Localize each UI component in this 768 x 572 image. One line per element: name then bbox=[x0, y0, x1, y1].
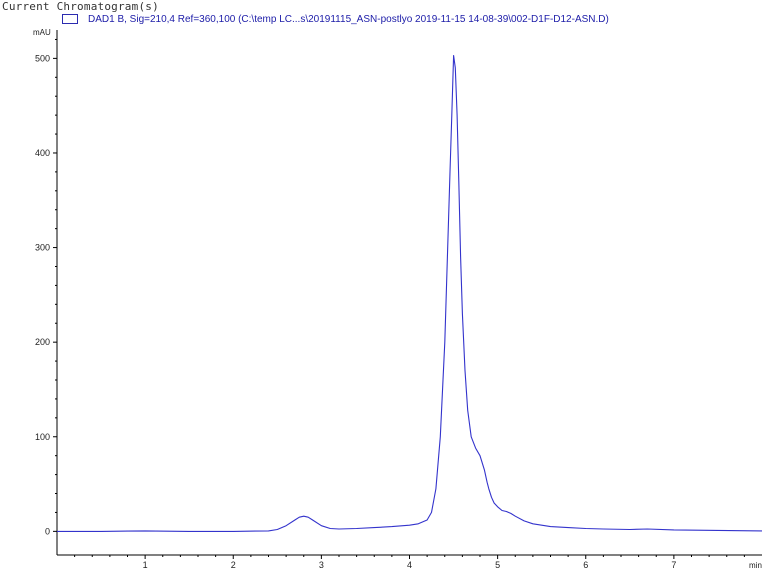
legend: DAD1 B, Sig=210,4 Ref=360,100 (C:\temp L… bbox=[62, 12, 609, 26]
legend-swatch bbox=[62, 14, 78, 24]
x-tick-label: 6 bbox=[583, 560, 588, 570]
y-tick-label: 500 bbox=[35, 53, 50, 63]
y-tick-label: 400 bbox=[35, 148, 50, 158]
x-axis: 1 2 3 4 5 6 7 bbox=[74, 555, 745, 570]
series-group bbox=[57, 54, 763, 532]
y-tick-label: 200 bbox=[35, 337, 50, 347]
x-axis-unit-label: min bbox=[749, 561, 762, 570]
y-axis: 0 100 200 300 400 500 bbox=[35, 38, 57, 536]
window-title: Current Chromatogram(s) bbox=[2, 0, 159, 13]
series-line bbox=[57, 54, 763, 532]
y-tick-label: 300 bbox=[35, 243, 50, 253]
x-tick-label: 5 bbox=[495, 560, 500, 570]
x-tick-label: 4 bbox=[407, 560, 412, 570]
x-tick-label: 2 bbox=[231, 560, 236, 570]
y-tick-label: 100 bbox=[35, 432, 50, 442]
x-tick-label: 1 bbox=[143, 560, 148, 570]
x-tick-label: 3 bbox=[319, 560, 324, 570]
plot-frame bbox=[56, 30, 762, 556]
x-tick-label: 7 bbox=[671, 560, 676, 570]
y-axis-unit-label: mAU bbox=[33, 28, 51, 37]
legend-label: DAD1 B, Sig=210,4 Ref=360,100 (C:\temp L… bbox=[88, 13, 609, 25]
y-tick-label: 0 bbox=[45, 526, 50, 536]
